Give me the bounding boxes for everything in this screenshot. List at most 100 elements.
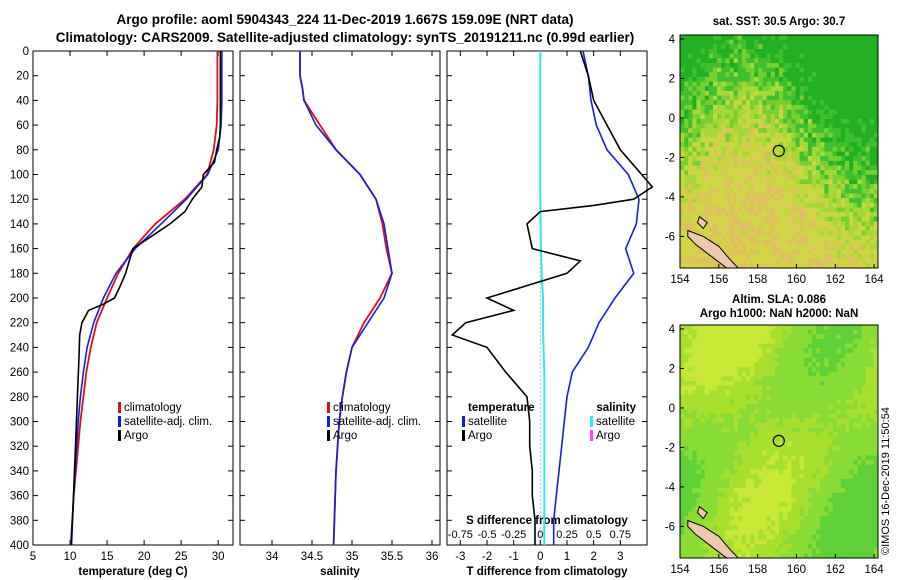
map-cell xyxy=(774,343,780,349)
map-cell xyxy=(853,165,858,171)
map-cell xyxy=(832,441,838,447)
map-cell xyxy=(737,511,743,517)
map-cell xyxy=(873,95,879,101)
map-cell xyxy=(680,539,685,545)
map-cell xyxy=(762,90,768,96)
map-cell xyxy=(750,104,755,110)
map-cell xyxy=(845,109,850,115)
map-cell xyxy=(820,362,825,368)
map-cell xyxy=(721,376,726,382)
map-cell xyxy=(713,520,718,526)
map-cell xyxy=(684,235,689,241)
map-cell xyxy=(737,118,743,124)
map-cell xyxy=(853,146,858,152)
map-cell xyxy=(758,254,763,260)
map-cell xyxy=(729,325,735,331)
y-tick-label: 120 xyxy=(10,194,29,206)
map-cell xyxy=(853,235,858,241)
map-cell xyxy=(721,226,726,232)
map-cell xyxy=(700,118,706,124)
map-cell xyxy=(849,221,854,227)
map-cell xyxy=(729,198,735,204)
map-cell xyxy=(741,146,747,152)
map-cell xyxy=(803,516,809,522)
map-cell xyxy=(746,362,751,368)
map-cell xyxy=(717,469,722,475)
map-cell xyxy=(766,235,772,241)
map-cell xyxy=(762,165,768,171)
map-cell xyxy=(865,352,871,359)
map-cell xyxy=(873,534,879,540)
map-cell xyxy=(758,380,763,386)
map-cell xyxy=(696,544,702,550)
map-cell xyxy=(845,48,850,55)
map-cell xyxy=(865,432,871,438)
map-cell xyxy=(779,497,784,503)
map-cell xyxy=(700,202,706,208)
map-cell xyxy=(741,221,747,227)
map-cell xyxy=(865,394,871,400)
map-cell xyxy=(766,118,772,124)
map-cell xyxy=(795,90,801,96)
map-cell xyxy=(820,216,825,222)
map-cell xyxy=(803,399,809,405)
map-cell xyxy=(840,249,846,255)
map-cell xyxy=(729,488,735,494)
map-cell xyxy=(795,258,801,264)
map-cell xyxy=(717,455,722,461)
map-cell xyxy=(721,193,726,199)
map-cell xyxy=(853,53,858,59)
map-cell xyxy=(700,104,706,110)
map-cell xyxy=(787,90,792,96)
map-cell xyxy=(787,212,792,218)
map-cell xyxy=(803,104,809,110)
map-cell xyxy=(853,418,858,424)
map-cell xyxy=(696,67,702,73)
map-cell xyxy=(828,530,834,536)
map-cell xyxy=(787,165,792,171)
map-cell xyxy=(733,534,739,540)
map-cell xyxy=(799,160,805,166)
map-cell xyxy=(750,249,755,255)
map-cell xyxy=(766,497,772,503)
map-cell xyxy=(820,455,825,461)
map-cell xyxy=(865,249,871,255)
map-cell xyxy=(758,418,763,424)
map-cell xyxy=(746,156,751,162)
map-cell xyxy=(849,492,854,498)
map-cell xyxy=(700,427,706,433)
map-cell xyxy=(684,170,689,176)
map-cell xyxy=(791,165,796,171)
map-cell xyxy=(770,95,776,101)
map-cell xyxy=(845,39,850,45)
map-cell xyxy=(783,371,788,377)
map-cell xyxy=(791,371,796,377)
map-cell xyxy=(704,362,710,368)
map-cell xyxy=(828,427,834,433)
map-cell xyxy=(762,100,768,106)
map-cell xyxy=(845,413,850,419)
map-cell xyxy=(824,39,829,45)
map-cell xyxy=(708,352,714,359)
map-cell xyxy=(849,174,854,180)
map-cell xyxy=(774,539,780,545)
map-cell xyxy=(853,338,858,345)
map-cell xyxy=(700,188,706,194)
map-cell xyxy=(840,338,846,345)
map-cell xyxy=(816,534,821,540)
map-cell xyxy=(791,497,796,503)
map-cell xyxy=(849,230,854,236)
map-cell xyxy=(840,128,846,134)
map-cell xyxy=(787,221,792,227)
map-cell xyxy=(725,474,730,480)
map-cell xyxy=(803,76,809,82)
map-cell xyxy=(725,338,730,345)
map-cell xyxy=(774,128,780,134)
map-cell xyxy=(721,142,726,148)
map-cell xyxy=(865,408,871,414)
map-cell xyxy=(828,469,834,475)
map-cell xyxy=(849,404,854,410)
map-cell xyxy=(832,95,838,101)
map-cell xyxy=(861,48,867,55)
map-cell xyxy=(787,525,792,531)
